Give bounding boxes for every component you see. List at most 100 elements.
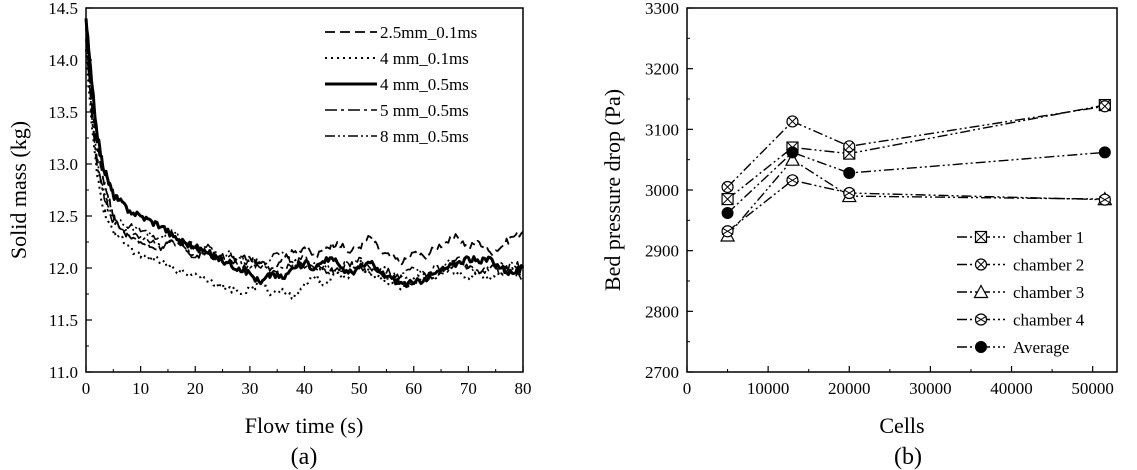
panel-a-y-tick-label: 12.0 <box>48 259 78 278</box>
panel-a-y-tick-label: 11.0 <box>49 363 78 382</box>
panel-a-y-tick-label: 11.5 <box>49 311 78 330</box>
panel-a-series-line <box>85 39 524 281</box>
panel-a-y-tick-label: 14.5 <box>48 0 78 18</box>
panel-b-y-axis-label: Bed pressure drop (Pa) <box>600 89 625 291</box>
panel-a-y-axis-label: Solid mass (kg) <box>6 121 31 259</box>
panel-a-x-tick-label: 10 <box>132 379 149 398</box>
marker-triangle <box>973 284 989 299</box>
panel-b-data-point <box>843 186 856 200</box>
panel-a-x-tick-label: 0 <box>82 379 91 398</box>
panel-b-label: (b) <box>894 444 922 470</box>
panel-b-x-tick-label: 20000 <box>828 379 871 398</box>
marker-cross <box>1100 102 1110 111</box>
panel-b-y-tick-label: 3300 <box>645 0 679 18</box>
panel-a-legend-label: 4 mm_0.1ms <box>380 49 469 68</box>
marker-cross <box>1099 195 1111 204</box>
panel-b-legend-marker <box>974 258 988 271</box>
marker-cross <box>786 176 799 185</box>
panel-a-series-line <box>85 39 524 286</box>
panel-a-solid-mass-chart: 0 10 20 30 40 50 60 70 80 11.0 11.5 12.0 12.5 13.0 13.… <box>6 0 532 470</box>
panel-a-x-tick-label: 30 <box>241 379 258 398</box>
marker-cross <box>976 260 986 269</box>
panel-a-label: (a) <box>291 444 318 470</box>
panel-b-legend-marker <box>974 230 988 244</box>
panel-b-y-tick-label: 3100 <box>645 120 679 139</box>
panel-b-legend: chamber 1 chamber 2 chamber 3 chamber 4 Aver… <box>957 228 1085 357</box>
panel-b-x-tick-label: 50000 <box>1071 379 1114 398</box>
panel-b-x-tick-label: 30000 <box>909 379 952 398</box>
panel-b-x-tick-label: 0 <box>683 379 692 398</box>
panel-b-data-point <box>721 207 734 220</box>
panel-b-legend-marker <box>975 341 987 353</box>
panel-b-series-line <box>727 158 1105 236</box>
panel-a-legend: 2.5mm_0.1ms 4 mm_0.1ms 4 mm_0.5ms 5 mm_0.5m… <box>325 23 477 146</box>
panel-b-x-tick-label: 10000 <box>747 379 790 398</box>
panel-b-legend-label: chamber 1 <box>1013 228 1084 247</box>
marker-filled-circle <box>975 341 987 353</box>
marker-cross <box>845 142 854 151</box>
panel-b-data-point <box>786 115 799 128</box>
panel-b-legend-label: Average <box>1013 338 1069 357</box>
panel-b-y-tick-label: 3000 <box>645 181 679 200</box>
panel-a-x-axis-label: Flow time (s) <box>245 413 364 438</box>
marker-cross <box>788 117 797 126</box>
panel-a-x-tick-label: 20 <box>187 379 204 398</box>
panel-b-data-point <box>721 193 734 206</box>
panel-a-legend-label: 2.5mm_0.1ms <box>380 23 477 42</box>
panel-a-x-tick-label: 80 <box>515 379 532 398</box>
panel-b-legend-label: chamber 2 <box>1013 256 1084 275</box>
panel-b-series-line <box>727 105 1105 188</box>
panel-a-series <box>84 18 525 301</box>
panel-b-data-point <box>1098 146 1111 159</box>
panel-b-pressure-drop-chart: 0 10000 20000 30000 40000 50000 2700 2800 2900 30… <box>600 0 1118 470</box>
panel-b-data-point <box>786 146 799 159</box>
panel-b-y-tick-label: 2900 <box>645 242 679 261</box>
panel-b-x-axis-label: Cells <box>879 413 924 438</box>
panel-a-series-line <box>84 18 525 289</box>
panel-b-data-point <box>784 151 800 166</box>
marker-filled-circle <box>721 207 734 220</box>
marker-cross <box>723 182 732 192</box>
panel-a-y-tick-label: 13.0 <box>48 155 78 174</box>
panel-b-series <box>720 98 1113 242</box>
panel-b-data-point <box>721 180 734 194</box>
panel-a-x-tick-label: 50 <box>351 379 368 398</box>
panel-b-ticks: 0 10000 20000 30000 40000 50000 2700 2800 2900 30… <box>645 0 1114 398</box>
marker-cross <box>975 231 987 243</box>
panel-b-y-tick-label: 2700 <box>645 363 679 382</box>
panel-b-data-point <box>843 140 856 153</box>
panel-a-y-tick-label: 14.0 <box>48 51 78 70</box>
panel-b-series-line <box>727 104 1105 200</box>
panel-b-y-tick-label: 2800 <box>645 302 679 321</box>
marker-cross <box>843 189 856 197</box>
panel-a-x-tick-label: 70 <box>460 379 477 398</box>
marker-filled-circle <box>786 146 799 159</box>
panel-b-data-point <box>1098 100 1111 113</box>
marker-cross <box>721 193 734 205</box>
panel-b-series-line <box>727 179 1105 232</box>
marker-filled-circle <box>843 167 856 180</box>
panel-b-data-point <box>786 174 799 187</box>
panel-a-legend-label: 4 mm_0.5ms <box>380 75 469 94</box>
panel-b-data-point <box>721 225 734 238</box>
panel-b-legend-marker <box>974 313 988 326</box>
panel-b-legend-label: chamber 4 <box>1013 311 1085 330</box>
panel-b-legend-label: chamber 3 <box>1013 283 1084 302</box>
marker-cross <box>721 227 734 235</box>
marker-filled-circle <box>1098 146 1111 159</box>
panel-a-x-tick-label: 40 <box>296 379 313 398</box>
panel-a-ticks: 0 10 20 30 40 50 60 70 80 11.0 11.5 12.0 12.5 13.0 13.… <box>48 0 531 398</box>
marker-cross <box>975 315 987 324</box>
panel-b-series-line <box>727 151 1105 214</box>
panel-b-y-tick-label: 3200 <box>645 60 679 79</box>
panel-b-data-point <box>843 167 856 180</box>
panel-b-x-tick-label: 40000 <box>990 379 1033 398</box>
panel-b-data-point <box>1098 193 1111 206</box>
panel-a-y-tick-label: 13.5 <box>48 103 78 122</box>
panel-b-legend-marker <box>973 284 989 299</box>
panel-a-y-tick-label: 12.5 <box>48 207 78 226</box>
marker-triangle <box>784 151 800 166</box>
panel-a-x-tick-label: 60 <box>405 379 422 398</box>
panel-a-legend-label: 8 mm_0.5ms <box>380 127 469 146</box>
